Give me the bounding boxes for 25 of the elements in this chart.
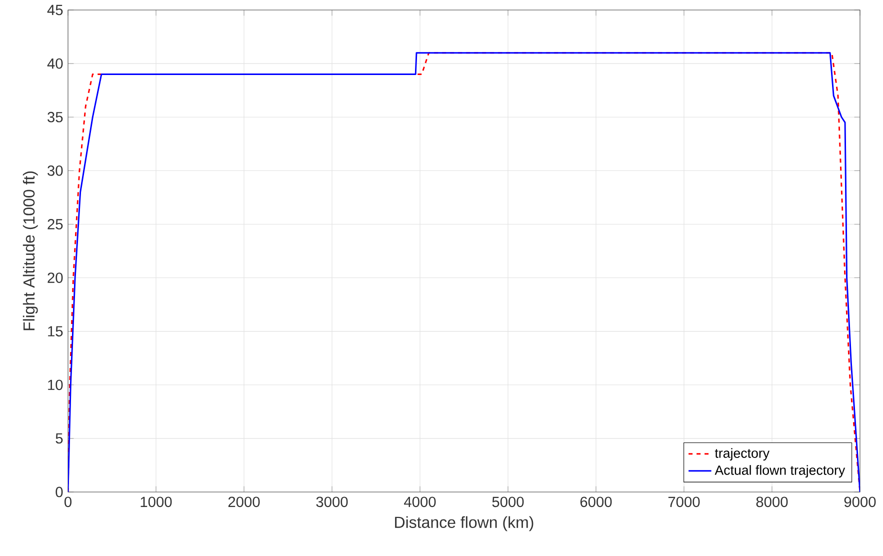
y-tick-label: 20 bbox=[48, 272, 63, 283]
x-tick-label: 5000 bbox=[492, 496, 524, 508]
x-tick-label: 4000 bbox=[404, 496, 436, 508]
y-tick-label: 5 bbox=[56, 433, 63, 444]
y-tick-label: 10 bbox=[48, 380, 63, 390]
x-tick-label: 7000 bbox=[668, 496, 700, 508]
x-tick-label: 6000 bbox=[580, 496, 612, 508]
line-series bbox=[68, 52, 860, 492]
y-tick-label: 0 bbox=[56, 486, 63, 498]
x-tick-label: 2000 bbox=[228, 496, 260, 508]
y-tick-label: 40 bbox=[47, 58, 63, 69]
y-tick-label: 35 bbox=[48, 112, 63, 122]
y-tick-label: 45 bbox=[47, 4, 63, 16]
x-axis-title: Distance flown (km) bbox=[395, 516, 534, 532]
x-tick-label: 0 bbox=[64, 496, 72, 508]
y-axis-title: Flight Altitude (1000 ft) bbox=[22, 172, 38, 330]
y-tick-label: 30 bbox=[48, 165, 63, 176]
legend-label: Actual flown trajectory bbox=[714, 465, 846, 478]
y-tick-label: 15 bbox=[48, 326, 63, 336]
legend-label: trajectory bbox=[714, 448, 770, 461]
x-tick-label: 3000 bbox=[316, 496, 348, 508]
y-tick-label: 25 bbox=[48, 219, 63, 230]
x-tick-label: 9000 bbox=[844, 496, 876, 508]
x-tick-label: 1000 bbox=[140, 496, 172, 508]
x-tick-label: 8000 bbox=[756, 496, 788, 508]
